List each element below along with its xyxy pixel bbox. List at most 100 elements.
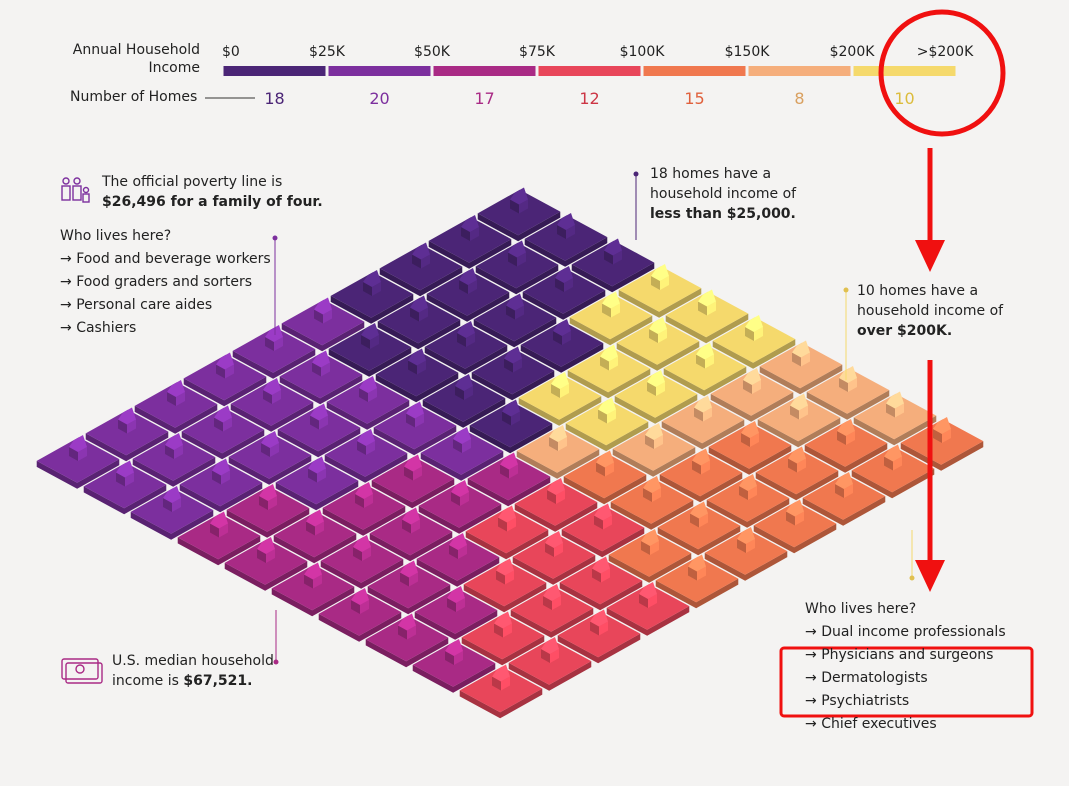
house-front — [417, 360, 426, 375]
list-item: → Dermatologists — [805, 667, 1006, 690]
house-front — [942, 429, 951, 443]
tile-side — [371, 478, 455, 509]
home-tile — [277, 403, 361, 458]
tile-side — [179, 482, 263, 513]
count-label: 8 — [794, 89, 804, 108]
house-side — [643, 488, 652, 502]
house-front — [421, 254, 430, 269]
house-side — [210, 523, 219, 538]
home-tile — [416, 533, 500, 587]
tile-side — [132, 457, 216, 487]
house-side — [496, 570, 505, 585]
tile-side — [320, 559, 404, 589]
home-tile — [512, 531, 596, 585]
tile-side — [83, 484, 167, 515]
list-item: → Psychiatrists — [805, 690, 1006, 713]
home-tile — [226, 484, 310, 538]
tile-side — [557, 633, 641, 664]
house-side — [698, 301, 707, 316]
income-label: Annual Household Income — [72, 42, 200, 76]
house-roof — [694, 395, 712, 413]
tile-side — [759, 364, 843, 395]
tile-side — [426, 292, 510, 322]
house-side — [590, 621, 599, 636]
house-roof — [304, 562, 322, 580]
home-tile — [708, 421, 792, 475]
house-front — [609, 356, 618, 371]
who-lives-low: Who lives here? → Food and beverage worke… — [60, 225, 271, 340]
legend-swatch — [853, 66, 956, 76]
house-roof — [496, 558, 514, 576]
house-front — [611, 303, 620, 318]
house-side — [363, 282, 372, 296]
house-front — [658, 329, 667, 343]
home-tile — [516, 425, 600, 479]
tile-side — [377, 319, 461, 350]
house-side — [694, 407, 703, 422]
house-side — [745, 327, 754, 341]
legend: 18 20 17 12 15 8 10 $0 $25K $50K $75K $100K $150K $20… — [222, 44, 974, 108]
house-side — [790, 405, 799, 420]
house-roof — [361, 323, 379, 340]
house-roof — [402, 507, 420, 525]
house-front — [176, 392, 185, 406]
house-front — [795, 511, 804, 526]
house-roof — [314, 297, 332, 315]
house-front — [464, 386, 473, 400]
home-tile — [522, 266, 606, 320]
house-front — [362, 547, 371, 561]
house-side — [351, 600, 360, 614]
text: 18 homes have a household income of — [650, 166, 797, 202]
home-tile — [428, 215, 512, 269]
tile-side — [228, 455, 312, 485]
home-tile — [851, 444, 935, 499]
house-roof — [837, 419, 855, 436]
house-side — [506, 305, 515, 320]
house-side — [792, 352, 801, 367]
tile-side — [369, 531, 453, 562]
highlight-box — [779, 646, 1034, 718]
text: 10 homes have a household income of — [857, 283, 1004, 319]
house-front — [660, 276, 669, 290]
tile-side — [271, 586, 355, 617]
house-side — [788, 458, 797, 473]
house-side — [786, 511, 795, 526]
house-front — [607, 409, 616, 424]
home-tile — [467, 452, 551, 507]
house-front — [268, 496, 277, 510]
house-roof — [741, 421, 759, 438]
tile-side — [379, 266, 463, 297]
house-front — [703, 407, 712, 422]
house-roof — [257, 537, 275, 554]
money-icon — [61, 658, 103, 684]
home-tile — [524, 213, 608, 267]
home-tile — [422, 374, 506, 428]
arrow-icon: → — [60, 320, 77, 336]
callout-dot — [843, 287, 849, 293]
house-side — [410, 307, 419, 322]
tile-side — [281, 321, 365, 352]
tile-side — [324, 453, 408, 483]
tile-side — [508, 661, 592, 691]
home-tile — [134, 380, 218, 434]
callout-dot — [273, 659, 279, 665]
house-roof — [163, 486, 181, 503]
tile-side — [279, 374, 363, 405]
tick-label: $100K — [620, 44, 666, 60]
house-side — [216, 364, 225, 379]
house-front — [454, 651, 463, 665]
home-tile — [420, 427, 504, 481]
tick-label: $25K — [309, 44, 346, 60]
house-front — [407, 625, 416, 640]
home-tile — [618, 264, 702, 318]
house-front — [272, 390, 281, 404]
tile-side — [469, 423, 553, 454]
house-front — [697, 566, 706, 581]
item-text: Psychiatrists — [821, 693, 910, 709]
house-side — [743, 380, 752, 394]
tile-side — [753, 523, 837, 554]
home-tile — [412, 639, 496, 693]
house-side — [398, 625, 407, 640]
tile-side — [522, 290, 606, 320]
house-front — [411, 519, 420, 534]
